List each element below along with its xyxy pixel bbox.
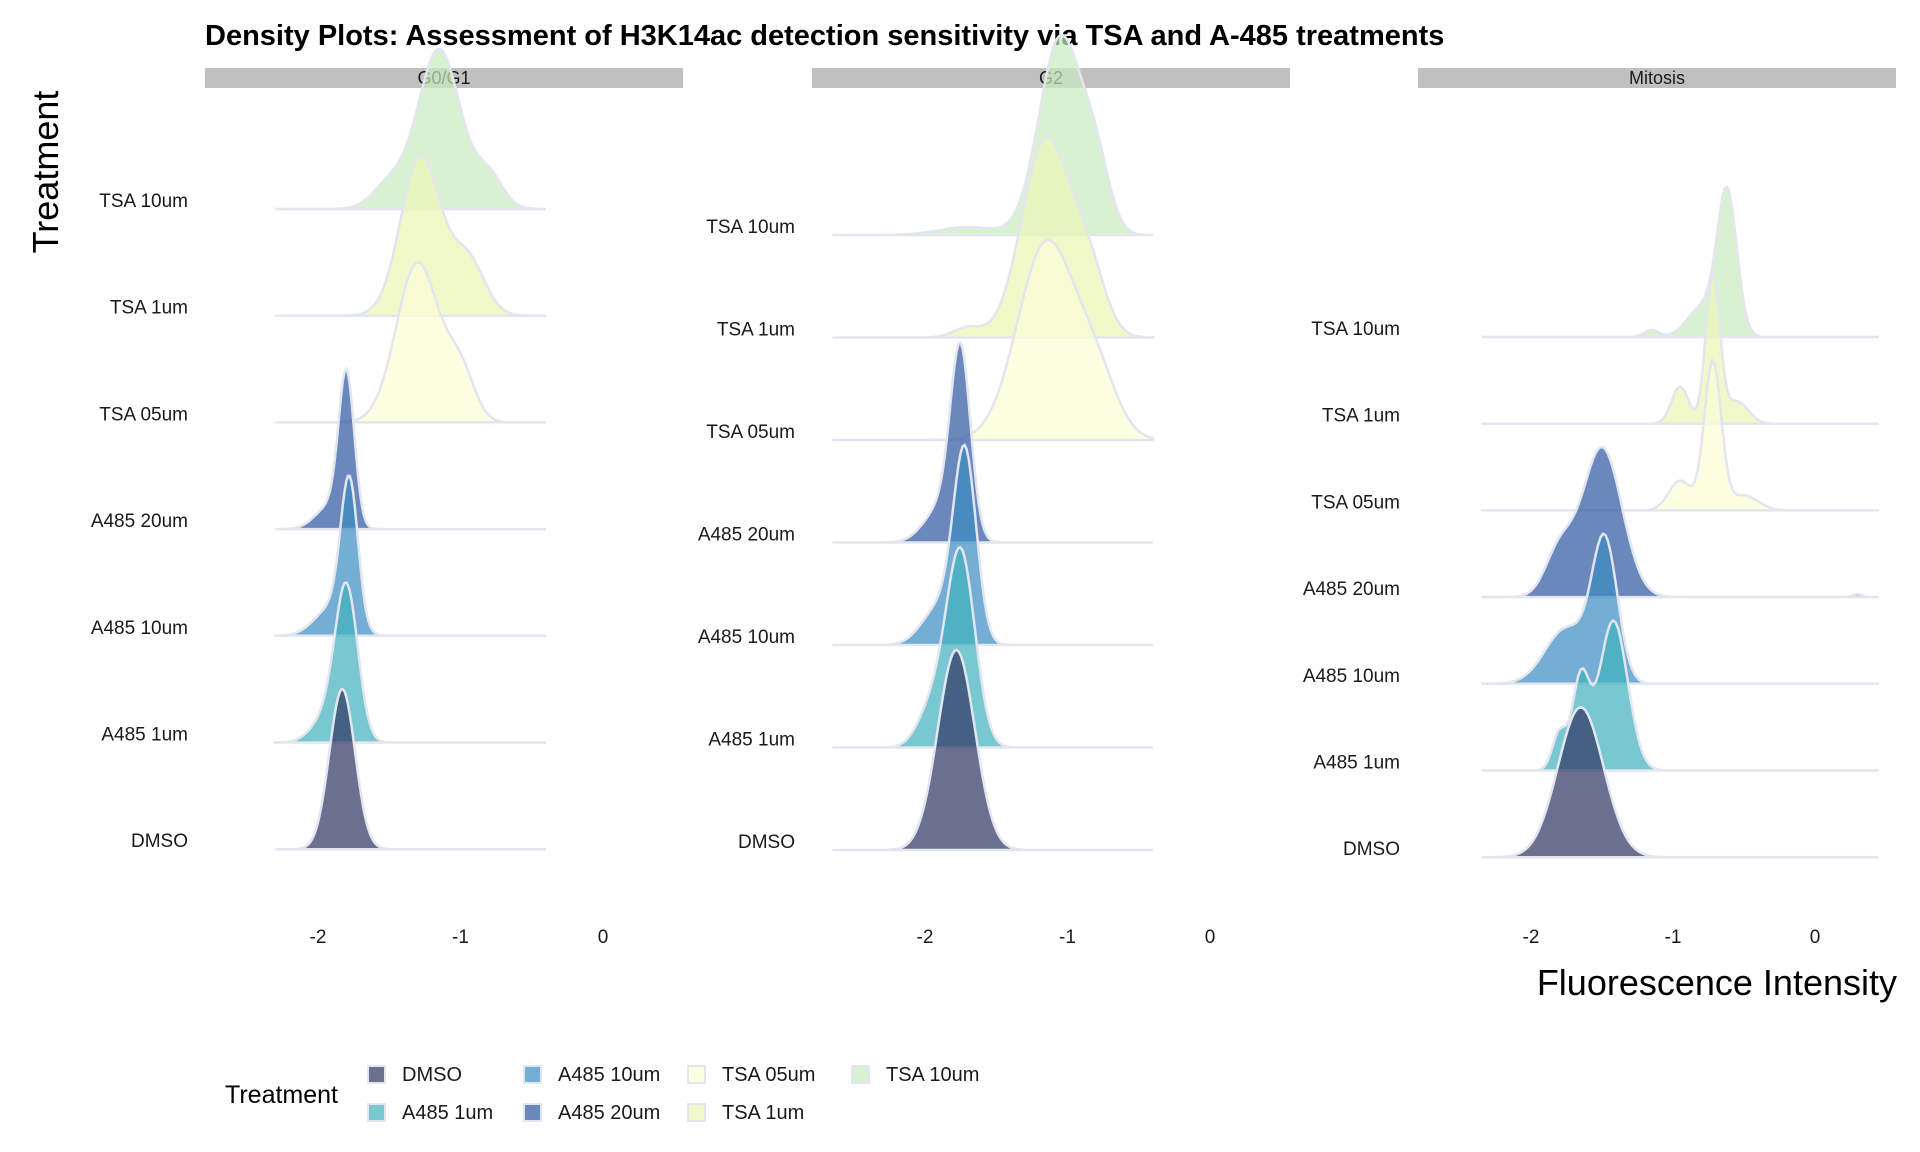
x-tick-label: 0	[598, 927, 609, 948]
y-tick-label: TSA 1um	[1322, 406, 1400, 427]
legend-label: TSA 1um	[722, 1102, 804, 1124]
ridge-tsa-05um	[832, 238, 1155, 442]
x-tick-label: -2	[1523, 927, 1540, 948]
ridge-tsa-10um	[832, 33, 1154, 237]
y-tick-label: A485 1um	[1313, 753, 1400, 774]
ridge-tsa-05um	[275, 261, 546, 424]
x-tick-label: -1	[1665, 927, 1682, 948]
y-tick-label: TSA 1um	[717, 320, 795, 341]
y-tick-label: DMSO	[131, 831, 188, 852]
ridge-a485-20um	[275, 366, 546, 531]
legend-swatch	[687, 1065, 706, 1084]
ridge-a485-10um	[1481, 532, 1879, 686]
ridge-dmso	[275, 687, 546, 851]
legend: Treatment DMSO A485 1um A485 10um A485 20um…	[225, 1064, 979, 1124]
legend-title: Treatment	[225, 1081, 338, 1109]
y-tick-label: A485 20um	[698, 525, 795, 546]
y-tick-label: TSA 05um	[99, 404, 188, 425]
facet-strip-label: Mitosis	[1629, 68, 1685, 88]
legend-label: DMSO	[402, 1064, 462, 1086]
x-tick-label: 0	[1205, 927, 1216, 948]
ridge-a485-1um	[274, 580, 546, 744]
y-tick-label: TSA 1um	[110, 298, 188, 319]
y-tick-label: TSA 10um	[706, 217, 795, 238]
legend-label: TSA 05um	[722, 1064, 815, 1086]
chart-title: Density Plots: Assessment of H3K14ac det…	[205, 20, 1444, 52]
y-axis-title: Treatment	[25, 91, 66, 254]
y-tick-label: TSA 05um	[1311, 492, 1400, 513]
legend-label: A485 1um	[402, 1102, 493, 1124]
legend-swatch	[367, 1065, 386, 1084]
ridge-a485-1um	[1481, 618, 1879, 772]
x-tick-label: -2	[310, 927, 327, 948]
y-tick-label: A485 1um	[708, 730, 795, 751]
ridge-tsa-1um	[1481, 269, 1879, 425]
ridge-tsa-10um	[275, 47, 546, 211]
y-tick-label: A485 10um	[91, 618, 188, 639]
ridge-a485-10um	[274, 474, 546, 638]
ridge-tsa-10um	[1481, 185, 1879, 339]
legend-label: A485 20um	[558, 1102, 660, 1124]
y-tick-label: DMSO	[738, 832, 795, 853]
ridge-dmso	[1481, 705, 1879, 859]
x-tick-label: 0	[1810, 927, 1821, 948]
legend-label: TSA 10um	[886, 1064, 979, 1086]
y-tick-label: A485 10um	[1303, 666, 1400, 687]
ridge-dmso	[832, 648, 1153, 852]
x-tick-label: -1	[452, 927, 469, 948]
ridge-tsa-1um	[275, 154, 546, 317]
ridge-tsa-05um	[1481, 357, 1879, 512]
legend-label: A485 10um	[558, 1064, 660, 1086]
ridge-a485-20um	[1481, 445, 1879, 599]
y-tick-label: DMSO	[1343, 839, 1400, 860]
y-tick-label: TSA 10um	[99, 191, 188, 212]
legend-swatch	[687, 1103, 706, 1122]
legend-swatch	[523, 1103, 542, 1122]
legend-swatch	[851, 1065, 870, 1084]
y-tick-label: A485 20um	[91, 511, 188, 532]
facet-strip	[1418, 68, 1896, 88]
ridge-a485-20um	[832, 340, 1153, 544]
ridge-a485-10um	[832, 443, 1153, 647]
ridge-a485-1um	[832, 546, 1153, 749]
legend-swatch	[367, 1103, 386, 1122]
facet-mitosis: Mitosis DMSO A485 1um A485 10um A485 20um TSA…	[1303, 68, 1896, 948]
x-tick-label: -2	[917, 927, 934, 948]
y-tick-label: A485 1um	[101, 725, 188, 746]
x-tick-label: -1	[1059, 927, 1076, 948]
y-tick-label: TSA 05um	[706, 422, 795, 443]
legend-swatch	[523, 1065, 542, 1084]
y-tick-label: A485 20um	[1303, 579, 1400, 600]
x-axis-title: Fluorescence Intensity	[1537, 962, 1897, 1003]
y-tick-label: A485 10um	[698, 627, 795, 648]
y-tick-label: TSA 10um	[1311, 319, 1400, 340]
